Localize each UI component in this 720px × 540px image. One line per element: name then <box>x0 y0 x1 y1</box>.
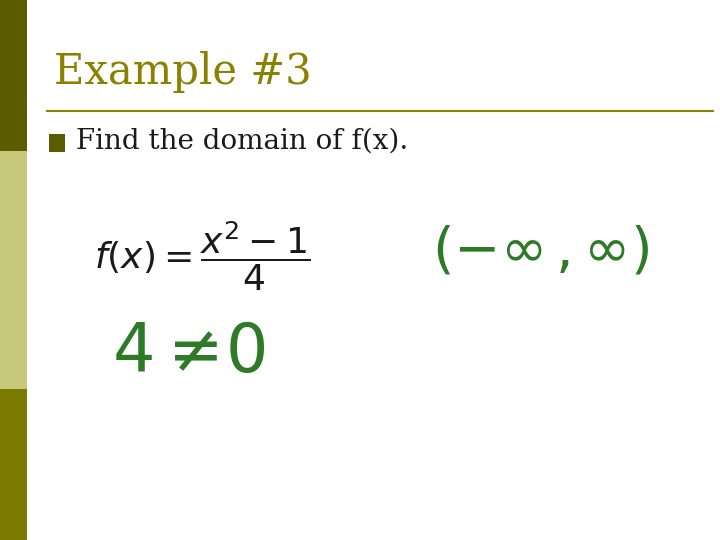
Text: $(-\infty\,,\infty)$: $(-\infty\,,\infty)$ <box>432 224 649 279</box>
Text: $f(x)=\dfrac{x^2-1}{4}$: $f(x)=\dfrac{x^2-1}{4}$ <box>94 220 310 293</box>
Bar <box>0 389 27 540</box>
Bar <box>0 0 27 151</box>
Text: Example #3: Example #3 <box>54 51 312 93</box>
Text: Find the domain of f(x).: Find the domain of f(x). <box>76 128 408 155</box>
Bar <box>0 151 27 389</box>
Text: $4\neq\!0$: $4\neq\!0$ <box>112 321 265 386</box>
Bar <box>49 134 65 152</box>
